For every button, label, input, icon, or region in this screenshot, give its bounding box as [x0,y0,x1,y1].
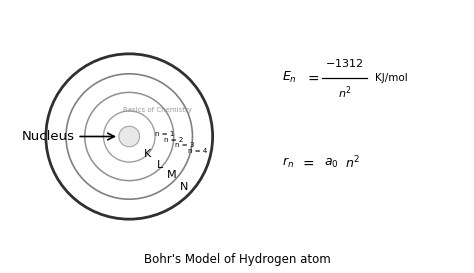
Text: $E_n$: $E_n$ [282,70,296,85]
Text: n = 1: n = 1 [155,131,174,137]
Text: n = 3: n = 3 [175,141,194,147]
Text: $-1312$: $-1312$ [326,57,364,69]
Text: KJ/mol: KJ/mol [375,73,408,83]
Text: $n^2$: $n^2$ [338,85,352,102]
Text: Basics of Chemistry: Basics of Chemistry [123,107,192,113]
Text: L: L [156,160,163,170]
Text: $=$: $=$ [304,71,319,85]
Text: $=$: $=$ [300,156,315,170]
Text: n = 2: n = 2 [164,137,183,143]
Ellipse shape [119,126,139,147]
Text: Nucleus: Nucleus [21,130,114,143]
Text: Bohr's Model of Hydrogen atom: Bohr's Model of Hydrogen atom [144,253,330,266]
Text: n = 4: n = 4 [188,148,207,154]
Text: $a_0$: $a_0$ [324,157,338,170]
Text: M: M [166,170,176,180]
Text: K: K [144,149,151,159]
Text: $r_n$: $r_n$ [282,156,293,170]
Text: N: N [180,182,189,192]
Text: $n^2$: $n^2$ [345,155,360,171]
